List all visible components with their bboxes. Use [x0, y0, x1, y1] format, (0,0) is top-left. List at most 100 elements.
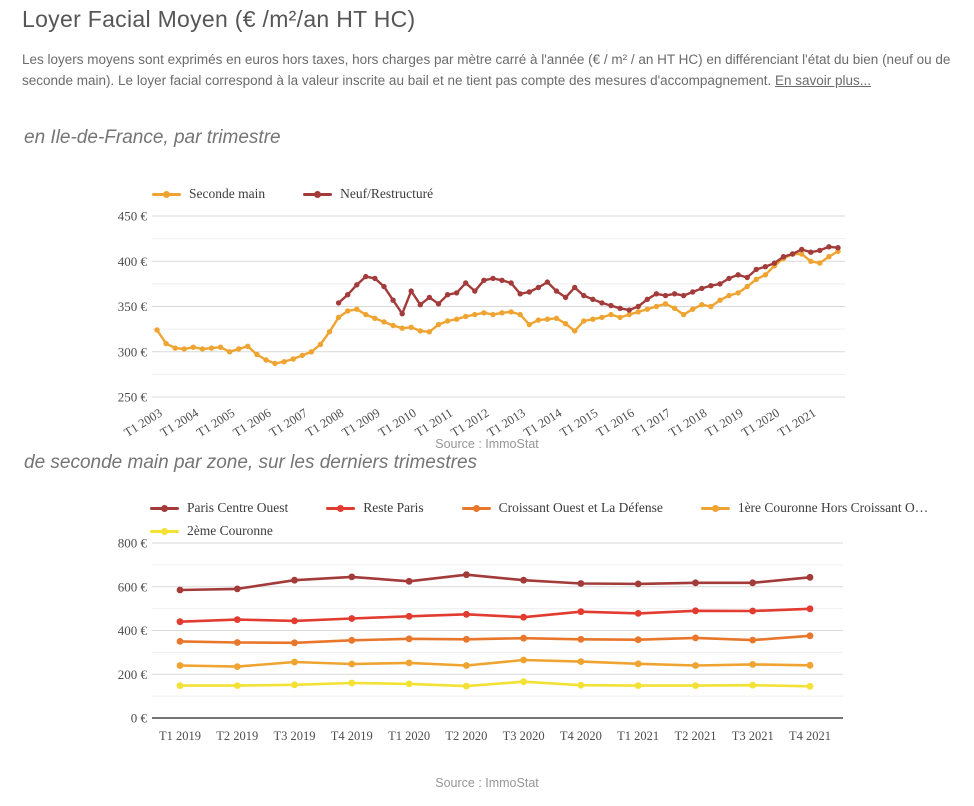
data-point[interactable]	[762, 272, 769, 278]
data-point[interactable]	[308, 349, 315, 355]
data-point[interactable]	[354, 282, 360, 288]
data-point[interactable]	[217, 344, 224, 350]
data-point[interactable]	[699, 302, 705, 308]
data-point[interactable]	[692, 634, 699, 642]
data-point[interactable]	[354, 306, 360, 312]
data-point[interactable]	[399, 311, 405, 317]
data-point[interactable]	[405, 659, 413, 667]
data-point[interactable]	[744, 274, 750, 281]
data-point[interactable]	[172, 345, 178, 351]
data-point[interactable]	[692, 662, 699, 669]
data-point[interactable]	[381, 283, 387, 290]
data-point[interactable]	[444, 318, 451, 324]
data-point[interactable]	[363, 273, 369, 280]
data-point[interactable]	[581, 318, 587, 324]
data-point[interactable]	[481, 277, 487, 283]
data-point[interactable]	[789, 251, 796, 257]
data-point[interactable]	[463, 662, 470, 669]
data-point[interactable]	[299, 352, 305, 359]
data-point[interactable]	[199, 346, 206, 352]
data-point[interactable]	[348, 660, 356, 668]
data-point[interactable]	[692, 682, 699, 689]
data-point[interactable]	[581, 292, 587, 299]
data-point[interactable]	[635, 309, 641, 315]
data-point[interactable]	[233, 682, 241, 689]
data-point[interactable]	[708, 303, 714, 310]
data-point[interactable]	[577, 635, 585, 643]
data-point[interactable]	[634, 580, 642, 588]
data-point[interactable]	[208, 345, 215, 351]
data-point[interactable]	[526, 321, 532, 328]
data-point[interactable]	[453, 290, 460, 296]
data-point[interactable]	[690, 306, 696, 312]
data-point[interactable]	[335, 314, 342, 321]
data-point[interactable]	[520, 634, 527, 642]
data-point[interactable]	[608, 302, 614, 309]
data-point[interactable]	[662, 292, 669, 299]
data-point[interactable]	[826, 244, 832, 250]
data-point[interactable]	[233, 639, 241, 646]
data-point[interactable]	[291, 617, 298, 625]
data-point[interactable]	[634, 610, 642, 617]
data-point[interactable]	[644, 306, 650, 312]
data-point[interactable]	[520, 656, 527, 664]
data-point[interactable]	[154, 327, 160, 333]
data-point[interactable]	[590, 316, 596, 322]
data-point[interactable]	[348, 679, 356, 687]
data-point[interactable]	[176, 586, 184, 594]
data-point[interactable]	[572, 328, 578, 334]
data-point[interactable]	[671, 291, 678, 297]
data-point[interactable]	[426, 294, 433, 301]
data-point[interactable]	[692, 607, 699, 615]
data-point[interactable]	[771, 260, 778, 266]
data-point[interactable]	[444, 292, 451, 298]
data-point[interactable]	[176, 662, 184, 669]
data-point[interactable]	[562, 321, 569, 327]
data-point[interactable]	[181, 346, 187, 352]
data-point[interactable]	[826, 254, 832, 260]
data-point[interactable]	[291, 639, 298, 647]
data-point[interactable]	[291, 576, 298, 584]
data-point[interactable]	[372, 275, 378, 282]
data-point[interactable]	[463, 280, 469, 286]
data-point[interactable]	[662, 301, 669, 307]
data-point[interactable]	[226, 349, 233, 355]
data-point[interactable]	[408, 324, 414, 330]
data-point[interactable]	[317, 341, 324, 348]
data-point[interactable]	[526, 289, 532, 295]
data-point[interactable]	[806, 605, 814, 613]
data-point[interactable]	[708, 283, 714, 289]
data-point[interactable]	[799, 246, 805, 253]
data-point[interactable]	[263, 357, 269, 363]
data-point[interactable]	[735, 272, 741, 278]
data-point[interactable]	[749, 636, 757, 644]
data-point[interactable]	[808, 249, 814, 255]
data-point[interactable]	[617, 314, 623, 321]
data-point[interactable]	[405, 680, 413, 688]
data-point[interactable]	[680, 292, 687, 299]
data-point[interactable]	[762, 264, 769, 270]
data-point[interactable]	[520, 613, 527, 621]
data-point[interactable]	[577, 580, 585, 587]
data-point[interactable]	[680, 311, 687, 318]
data-point[interactable]	[363, 311, 369, 318]
data-point[interactable]	[634, 636, 642, 644]
data-point[interactable]	[634, 660, 642, 668]
data-point[interactable]	[463, 682, 470, 690]
data-point[interactable]	[699, 285, 705, 292]
data-point[interactable]	[749, 607, 757, 615]
data-point[interactable]	[233, 663, 241, 670]
data-point[interactable]	[372, 315, 378, 321]
data-point[interactable]	[726, 275, 732, 282]
data-point[interactable]	[744, 283, 750, 290]
data-point[interactable]	[690, 289, 696, 295]
data-point[interactable]	[472, 288, 478, 294]
data-point[interactable]	[535, 317, 542, 323]
data-point[interactable]	[399, 325, 405, 331]
data-point[interactable]	[553, 315, 560, 321]
data-point[interactable]	[345, 292, 351, 298]
data-point[interactable]	[417, 328, 423, 334]
data-point[interactable]	[577, 681, 585, 689]
data-point[interactable]	[599, 314, 605, 321]
data-point[interactable]	[348, 573, 356, 581]
